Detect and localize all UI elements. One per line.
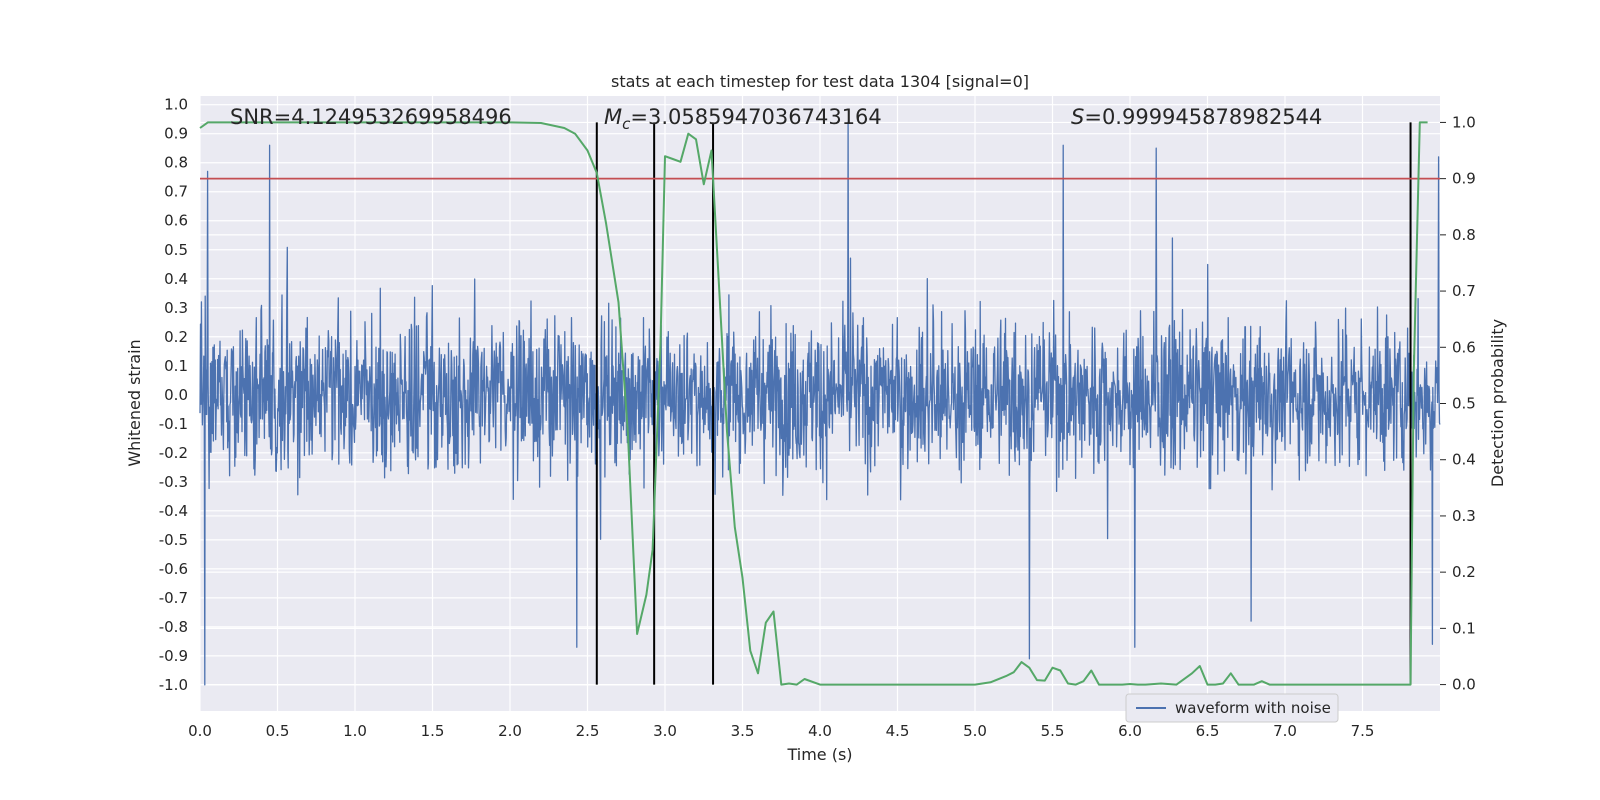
- x-tick-label: 5.5: [1041, 722, 1065, 740]
- y-tick-label: -0.3: [159, 473, 188, 491]
- y-tick-label: 0.2: [164, 328, 188, 346]
- y2-tick-label: 0.7: [1452, 282, 1476, 300]
- y-tick-label: -0.2: [159, 444, 188, 462]
- y-tick-label: 0.5: [164, 241, 188, 259]
- x-tick-label: 4.0: [808, 722, 832, 740]
- y-tick-label: -0.8: [159, 618, 188, 636]
- y-axis-label: Whitened strain: [125, 339, 144, 466]
- chart-title: stats at each timestep for test data 130…: [611, 72, 1029, 91]
- y-tick-label: 0.3: [164, 299, 188, 317]
- x-axis-label: Time (s): [786, 745, 852, 764]
- x-tick-label: 2.5: [576, 722, 600, 740]
- x-tick-label: 2.0: [498, 722, 522, 740]
- mc-value: =3.0585947036743164: [630, 105, 881, 129]
- y-tick-label: 0.7: [164, 183, 188, 201]
- x-tick-label: 3.0: [653, 722, 677, 740]
- chirp-mass-annotation: Mc=3.0585947036743164: [604, 105, 882, 133]
- y2-tick-label: 0.0: [1452, 676, 1476, 694]
- y2-tick-label: 0.8: [1452, 226, 1476, 244]
- waveform-line: [199, 121, 1441, 686]
- y-tick-label: 0.6: [164, 212, 188, 230]
- mc-subscript: c: [622, 115, 631, 133]
- x-tick-label: 1.0: [343, 722, 367, 740]
- x-tick-label: 4.5: [886, 722, 910, 740]
- y-tick-label: -0.9: [159, 647, 188, 665]
- detection-probability-line: [199, 121, 1428, 686]
- y-tick-label: -0.7: [159, 589, 188, 607]
- y-tick-label: 0.4: [164, 270, 188, 288]
- x-tick-label: 7.0: [1273, 722, 1297, 740]
- s-symbol: S: [1071, 105, 1084, 129]
- legend-box: [1125, 693, 1339, 723]
- axis-ticks: 0.0 0.5 1.0 1.5 2.0 2.5 3.0 3.5 4.0 4.5 5.0 5.5 6.0 6…: [159, 96, 1476, 740]
- s-value: =0.999945878982544: [1084, 105, 1322, 129]
- y2-tick-label: 1.0: [1452, 113, 1476, 131]
- snr-annotation: SNR=4.124953269958496: [230, 105, 512, 129]
- y2-tick-label: 0.3: [1452, 507, 1476, 525]
- waveform-series: [199, 121, 1441, 686]
- legend-label: waveform with noise: [1175, 699, 1331, 717]
- x-tick-label: 3.5: [731, 722, 755, 740]
- y-tick-label: -0.6: [159, 560, 188, 578]
- y-tick-label: -0.4: [159, 502, 188, 520]
- y2-tick-label: 0.1: [1452, 619, 1476, 637]
- x-tick-label: 1.5: [421, 722, 445, 740]
- legend: waveform with noise: [1125, 693, 1339, 723]
- x-tick-label: 7.5: [1351, 722, 1375, 740]
- y-tick-label: -0.1: [159, 415, 188, 433]
- x-tick-label: 6.0: [1118, 722, 1142, 740]
- y-tick-label: 1.0: [164, 96, 188, 114]
- y-tick-label: 0.9: [164, 125, 188, 143]
- probability-series: [199, 121, 1428, 686]
- y2-tick-label: 0.2: [1452, 563, 1476, 581]
- y2-tick-label: 0.6: [1452, 338, 1476, 356]
- y2-tick-label: 0.4: [1452, 451, 1476, 469]
- x-tick-label: 5.0: [963, 722, 987, 740]
- y-tick-label: -0.5: [159, 531, 188, 549]
- y-tick-label: 0.8: [164, 154, 188, 172]
- x-tick-label: 0.0: [188, 722, 212, 740]
- y2-tick-label: 0.5: [1452, 395, 1476, 413]
- y-tick-label: 0.1: [164, 357, 188, 375]
- x-tick-label: 0.5: [266, 722, 290, 740]
- mc-symbol: M: [604, 105, 622, 129]
- y-tick-label: 0.0: [164, 386, 188, 404]
- y2-tick-label: 0.9: [1452, 170, 1476, 188]
- x-tick-label: 6.5: [1196, 722, 1220, 740]
- score-annotation: S=0.999945878982544: [1071, 105, 1322, 129]
- y2-axis-label: Detection probability: [1488, 319, 1507, 487]
- y-tick-label: -1.0: [159, 676, 188, 694]
